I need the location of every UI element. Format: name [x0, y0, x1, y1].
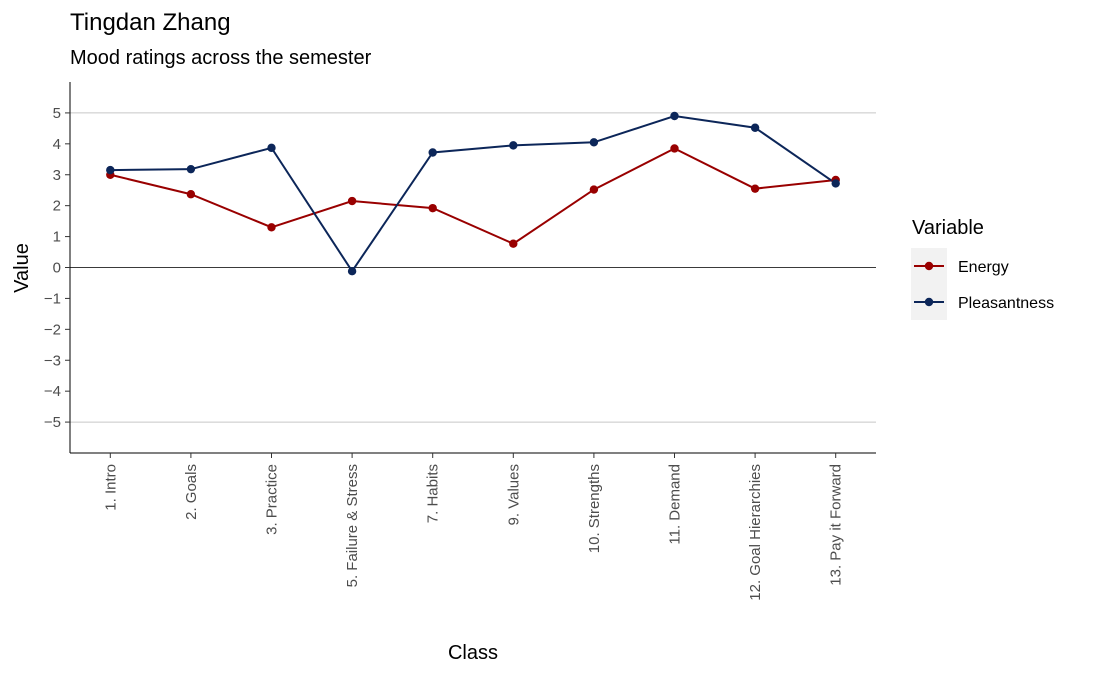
data-point-energy: [347, 196, 357, 206]
x-tick-label: 1. Intro: [102, 464, 119, 511]
data-point-pleasantness: [509, 141, 518, 150]
legend-key-point: [924, 261, 934, 271]
y-tick-label: 2: [53, 198, 61, 215]
data-point-pleasantness: [267, 143, 276, 153]
x-tick-label: 7. Habits: [425, 464, 442, 523]
legend: Variable Energy Pleasantness: [911, 217, 1054, 320]
x-tick-label: 13. Pay it Forward: [828, 464, 845, 586]
data-point-energy: [267, 223, 276, 232]
y-tick-label: −3: [44, 352, 61, 369]
data-point-energy: [428, 203, 437, 213]
chart-subtitle: Mood ratings across the semester: [70, 47, 372, 69]
chart-title: Tingdan Zhang: [70, 9, 231, 36]
y-tick-label: −5: [44, 414, 61, 431]
series-line-pleasantness: [110, 114, 837, 274]
data-point-energy: [589, 185, 599, 194]
x-tick-label: 11. Demand: [667, 464, 684, 545]
legend-label-pleasantness: Pleasantness: [958, 295, 1054, 312]
y-tick-label: −2: [44, 321, 61, 338]
y-axis-title: Value: [11, 243, 33, 293]
data-point-energy: [750, 184, 760, 193]
plot-area: −5 −4 −3 −2 −1 0 1 2 3 4 5 1. Intro 2. Goals 3. Pract…: [44, 82, 876, 601]
y-tick-label: 3: [53, 167, 61, 184]
y-tick-label: 5: [53, 105, 61, 122]
data-point-pleasantness: [106, 165, 115, 175]
data-point-pleasantness: [670, 111, 679, 121]
data-point-energy: [186, 190, 196, 199]
legend-title: Variable: [912, 217, 984, 239]
y-tick-label: 0: [53, 260, 61, 277]
legend-label-energy: Energy: [958, 259, 1009, 276]
data-point-pleasantness: [428, 148, 437, 157]
y-tick-label: 1: [53, 229, 61, 246]
data-point-energy: [509, 239, 518, 248]
legend-key-point: [924, 297, 934, 307]
legend-keys-background: [911, 248, 947, 320]
data-point-energy: [670, 144, 679, 153]
data-point-pleasantness: [831, 179, 840, 188]
series-line-energy: [110, 147, 836, 245]
y-tick-label: −1: [44, 290, 61, 307]
x-tick-label: 10. Strengths: [586, 464, 603, 553]
x-tick-label: 5. Failure & Stress: [344, 464, 361, 587]
x-tick-label: 12. Goal Hierarchies: [747, 464, 764, 601]
x-tick-label: 2. Goals: [183, 464, 200, 520]
data-point-pleasantness: [589, 138, 599, 147]
y-tick-label: −4: [44, 383, 61, 400]
x-tick-label: 9. Values: [505, 464, 522, 525]
data-point-pleasantness: [750, 123, 760, 132]
data-point-pleasantness: [347, 267, 357, 276]
x-axis-title: Class: [448, 642, 498, 664]
data-point-pleasantness: [186, 164, 196, 174]
y-tick-label: 4: [53, 136, 61, 153]
x-tick-label: 3. Practice: [264, 464, 281, 535]
